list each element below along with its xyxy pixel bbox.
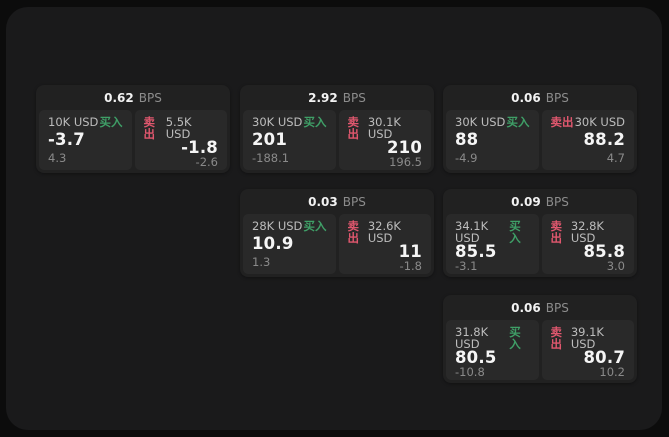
buy-price: 80.5: [455, 348, 497, 367]
buy-price: 85.5: [455, 242, 497, 261]
sell-delta: 196.5: [389, 154, 422, 169]
sell-panel[interactable]: 卖出 32.6K USD 11 -1.8: [338, 214, 431, 274]
sell-amount: 32.8K USD: [570, 219, 604, 245]
sell-panel[interactable]: 卖出 30.1K USD 210 196.5: [338, 110, 431, 170]
sell-tag: 卖出: [143, 115, 156, 141]
bps-value: 0.06: [511, 90, 541, 105]
card-body: 34.1K USD 买入 85.5 -3.1 卖出 32.8K USD 85.8…: [443, 214, 637, 274]
bps-unit-label: BPS: [545, 194, 569, 209]
quote-card: 2.92 BPS 30K USD 买入 201 -188.1 卖出 30.1K …: [240, 85, 434, 173]
sell-panel[interactable]: 卖出 30K USD 88.2 4.7: [541, 110, 634, 170]
bps-unit-label: BPS: [342, 194, 366, 209]
bps-unit-label: BPS: [545, 90, 569, 105]
bps-unit-label: BPS: [342, 90, 366, 105]
buy-tag: 买入: [509, 219, 521, 245]
sell-tag: 卖出: [550, 115, 574, 129]
app-panel: 0.62 BPS 10K USD 买入 -3.7 4.3 卖出 5.5K USD…: [6, 7, 662, 430]
sell-delta: 3.0: [606, 258, 625, 273]
sell-tag: 卖出: [347, 219, 360, 245]
bps-value: 2.92: [308, 90, 338, 105]
buy-amount: 10K USD: [48, 115, 99, 129]
bps-value: 0.62: [104, 90, 134, 105]
sell-price: 88.2: [583, 130, 625, 150]
buy-price: 201: [252, 130, 288, 150]
sell-price: -1.8: [181, 138, 218, 157]
card-header: 0.09 BPS: [443, 189, 637, 214]
sell-amount: 39.1K USD: [570, 325, 604, 351]
sell-price: 80.7: [583, 348, 625, 367]
sell-delta: -2.6: [195, 154, 218, 169]
buy-panel[interactable]: 30K USD 买入 201 -188.1: [243, 110, 336, 170]
buy-tag: 买入: [303, 115, 327, 129]
buy-delta: 1.3: [252, 254, 271, 269]
bps-unit-label: BPS: [545, 300, 569, 315]
card-body: 28K USD 买入 10.9 1.3 卖出 32.6K USD 11 -1.8: [240, 214, 434, 274]
sell-price: 85.8: [583, 242, 625, 261]
buy-panel[interactable]: 30K USD 买入 88 -4.9: [446, 110, 539, 170]
card-body: 30K USD 买入 201 -188.1 卖出 30.1K USD 210 1…: [240, 110, 434, 170]
card-header: 0.06 BPS: [443, 295, 637, 320]
buy-panel[interactable]: 28K USD 买入 10.9 1.3: [243, 214, 336, 274]
buy-delta: 4.3: [48, 150, 67, 165]
buy-delta: -10.8: [455, 364, 485, 379]
buy-tag: 买入: [303, 219, 327, 233]
buy-tag: 买入: [99, 115, 123, 129]
quote-card: 0.09 BPS 34.1K USD 买入 85.5 -3.1 卖出 32.8K…: [443, 189, 637, 277]
card-header: 0.03 BPS: [240, 189, 434, 214]
sell-panel[interactable]: 卖出 32.8K USD 85.8 3.0: [541, 214, 634, 274]
sell-delta: -1.8: [399, 258, 422, 273]
buy-amount: 34.1K USD: [455, 219, 489, 245]
sell-amount: 32.6K USD: [367, 219, 401, 245]
sell-delta: 4.7: [606, 150, 625, 165]
bps-value: 0.06: [511, 300, 541, 315]
sell-tag: 卖出: [550, 219, 563, 245]
buy-delta: -188.1: [252, 150, 290, 165]
sell-amount: 30.1K USD: [367, 115, 401, 141]
sell-delta: 10.2: [599, 364, 625, 379]
sell-panel[interactable]: 卖出 5.5K USD -1.8 -2.6: [134, 110, 227, 170]
sell-amount: 5.5K USD: [165, 115, 192, 141]
buy-price: -3.7: [48, 130, 85, 150]
buy-tag: 买入: [506, 115, 530, 129]
quote-card: 0.03 BPS 28K USD 买入 10.9 1.3 卖出 32.6K US…: [240, 189, 434, 277]
card-body: 10K USD 买入 -3.7 4.3 卖出 5.5K USD -1.8 -2.…: [36, 110, 230, 170]
sell-panel[interactable]: 卖出 39.1K USD 80.7 10.2: [541, 320, 634, 380]
sell-tag: 卖出: [550, 325, 563, 351]
sell-price: 210: [386, 138, 422, 157]
buy-amount: 28K USD: [252, 219, 303, 233]
quote-card: 0.62 BPS 10K USD 买入 -3.7 4.3 卖出 5.5K USD…: [36, 85, 230, 173]
buy-tag: 买入: [509, 325, 521, 351]
sell-price: 11: [398, 242, 422, 261]
quote-card: 0.06 BPS 31.8K USD 买入 80.5 -10.8 卖出 39.1…: [443, 295, 637, 383]
buy-price: 88: [455, 130, 479, 150]
card-header: 0.06 BPS: [443, 85, 637, 110]
sell-tag: 卖出: [347, 115, 360, 141]
buy-delta: -3.1: [455, 258, 478, 273]
buy-panel[interactable]: 31.8K USD 买入 80.5 -10.8: [446, 320, 539, 380]
buy-amount: 30K USD: [252, 115, 303, 129]
card-header: 2.92 BPS: [240, 85, 434, 110]
card-body: 30K USD 买入 88 -4.9 卖出 30K USD 88.2 4.7: [443, 110, 637, 170]
buy-panel[interactable]: 34.1K USD 买入 85.5 -3.1: [446, 214, 539, 274]
buy-price: 10.9: [252, 234, 294, 254]
buy-amount: 31.8K USD: [455, 325, 489, 351]
quote-card: 0.06 BPS 30K USD 买入 88 -4.9 卖出 30K USD 8…: [443, 85, 637, 173]
card-body: 31.8K USD 买入 80.5 -10.8 卖出 39.1K USD 80.…: [443, 320, 637, 380]
buy-amount: 30K USD: [455, 115, 506, 129]
buy-panel[interactable]: 10K USD 买入 -3.7 4.3: [39, 110, 132, 170]
sell-amount: 30K USD: [574, 115, 625, 129]
bps-unit-label: BPS: [138, 90, 162, 105]
card-header: 0.62 BPS: [36, 85, 230, 110]
bps-value: 0.03: [308, 194, 338, 209]
bps-value: 0.09: [511, 194, 541, 209]
buy-delta: -4.9: [455, 150, 478, 165]
